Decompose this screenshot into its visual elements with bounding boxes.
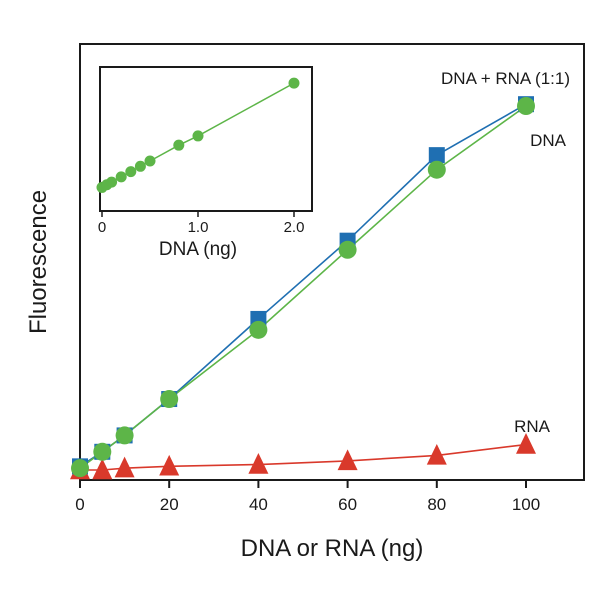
inset-data-point [134, 160, 146, 172]
inset-x-tick-label: 1.0 [188, 219, 209, 236]
data-point-triangle [426, 443, 447, 465]
dna-rna-series-label: DNA + RNA (1:1) [441, 69, 570, 88]
inset-x-axis-title: DNA (ng) [159, 239, 237, 260]
inset-data-point [144, 155, 156, 167]
x-tick-label: 0 [75, 495, 84, 514]
data-point-circle [517, 97, 535, 115]
rna-series-label: RNA [514, 417, 551, 436]
data-point-triangle [248, 453, 269, 474]
main-plot-frame [79, 43, 585, 481]
inset-data-point [173, 139, 185, 151]
dna-series-label: DNA [530, 131, 567, 150]
x-tick-label: 20 [160, 495, 179, 514]
data-point-circle [93, 442, 112, 461]
data-point-circle [249, 320, 268, 339]
data-point-triangle [159, 454, 180, 476]
data-point-triangle [337, 449, 358, 471]
inset-x-tick-label: 0 [98, 219, 106, 236]
inset-data-point [288, 77, 300, 89]
x-axis-title: DNA or RNA (ng) [241, 535, 424, 562]
x-tick-label: 40 [249, 495, 268, 514]
x-tick-label: 60 [338, 495, 357, 514]
data-point-circle [338, 240, 357, 259]
x-tick-label: 100 [512, 495, 540, 514]
data-point-square [428, 147, 445, 164]
x-tick-label: 80 [427, 495, 446, 514]
inset-x-tick-label: 2.0 [284, 219, 305, 236]
inset-data-point [192, 130, 204, 142]
data-point-circle [427, 160, 446, 179]
inset-data-point [125, 166, 137, 178]
data-point-circle [160, 390, 179, 409]
inset-frame [99, 66, 313, 212]
inset-data-point [106, 176, 118, 188]
data-point-circle [71, 459, 89, 478]
y-axis-title: Fluorescence [25, 190, 52, 334]
data-point-triangle [516, 433, 536, 454]
data-point-circle [115, 426, 134, 445]
data-point-triangle [114, 456, 135, 478]
series-line-triangle [80, 443, 527, 471]
data-point-triangle [92, 458, 113, 480]
inset-data-point [115, 171, 127, 183]
